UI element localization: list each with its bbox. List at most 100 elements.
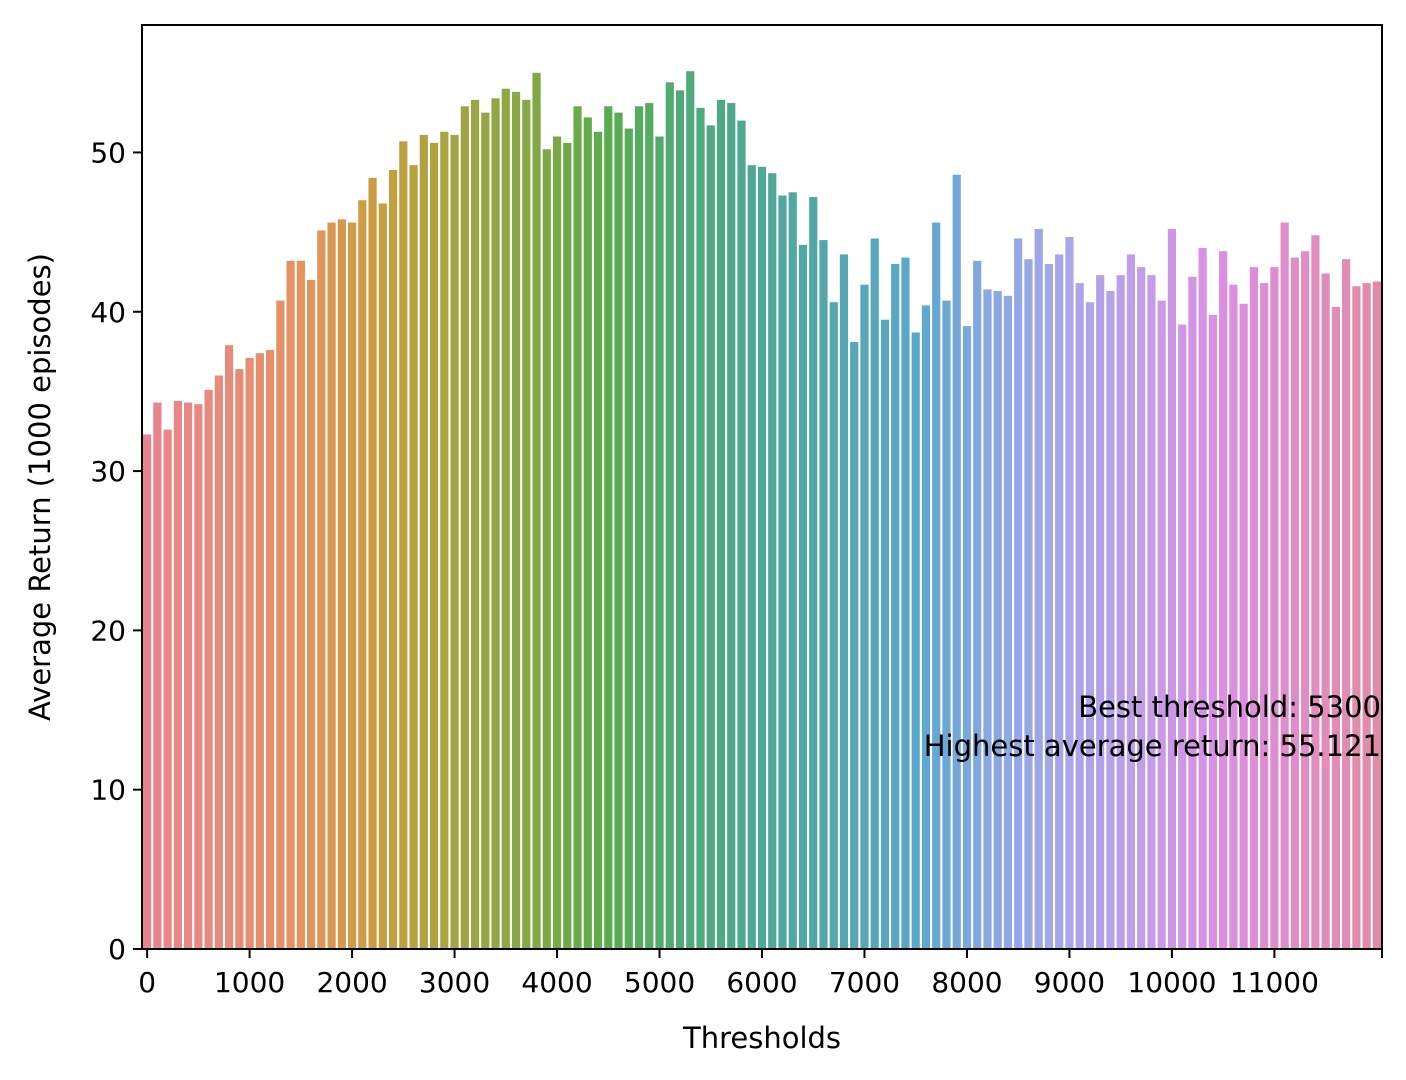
bar-5600 <box>716 99 726 949</box>
bar-9700 <box>1137 267 1146 949</box>
bar-7300 <box>891 263 900 950</box>
bar-1400 <box>286 260 295 949</box>
bar-10300 <box>1198 248 1207 949</box>
bar-5200 <box>675 90 685 949</box>
y-tick-label: 40 <box>90 296 126 329</box>
y-axis: 0 10 20 30 40 50 <box>90 136 142 966</box>
x-tick-label: 1000 <box>214 966 285 999</box>
bar-12000 <box>1372 281 1381 949</box>
bar-10800 <box>1249 267 1258 949</box>
bar-8700 <box>1034 228 1043 950</box>
x-tick-label: 0 <box>138 966 156 999</box>
bar-10000 <box>1167 228 1177 950</box>
bar-10900 <box>1260 283 1269 950</box>
bar-4600 <box>614 112 623 950</box>
y-tick-label: 20 <box>90 614 126 647</box>
bar-5700 <box>727 103 736 949</box>
bar-3700 <box>522 99 531 949</box>
bar-8400 <box>1003 295 1013 950</box>
bar-1200 <box>266 349 275 949</box>
bar-900 <box>235 369 244 949</box>
bar-2500 <box>399 141 408 950</box>
bar-11100 <box>1280 222 1289 950</box>
bar-3000 <box>450 134 459 950</box>
annotation-highest-return: Highest average return: 55.121 <box>924 729 1381 763</box>
bar-5000 <box>655 136 664 949</box>
bar-6900 <box>850 342 859 949</box>
y-axis-label: Average Return (1000 episodes) <box>23 253 57 721</box>
bar-10200 <box>1188 276 1197 950</box>
bar-2200 <box>368 177 377 949</box>
bar-3100 <box>460 106 469 949</box>
x-tick-label: 5000 <box>624 966 695 999</box>
bar-300 <box>173 400 182 950</box>
bar-6700 <box>829 302 838 949</box>
bar-400 <box>184 402 193 949</box>
bar-4900 <box>645 103 654 949</box>
bar-11700 <box>1342 259 1351 949</box>
x-tick-label: 11000 <box>1230 966 1319 999</box>
bar-4800 <box>634 106 644 949</box>
bar-1300 <box>276 300 285 949</box>
bar-4200 <box>573 106 582 949</box>
bar-200 <box>163 429 172 949</box>
bar-7600 <box>921 305 931 949</box>
bar-8800 <box>1044 263 1054 950</box>
bar-9200 <box>1085 302 1095 949</box>
bar-6300 <box>788 192 797 949</box>
bar-8000 <box>962 326 972 950</box>
bar-8100 <box>973 260 982 949</box>
bar-9300 <box>1096 275 1105 949</box>
y-tick-label: 10 <box>90 774 126 807</box>
bar-11200 <box>1290 257 1299 950</box>
bar-8200 <box>983 289 992 950</box>
bar-500 <box>194 404 203 949</box>
bar-6100 <box>768 173 777 949</box>
bar-3200 <box>470 99 480 949</box>
bar-0 <box>143 434 152 949</box>
bar-5500 <box>706 125 715 950</box>
bar-7900 <box>952 174 961 949</box>
bar-3600 <box>511 91 521 949</box>
bar-2000 <box>347 222 357 950</box>
bar-9500 <box>1116 275 1125 949</box>
bar-1700 <box>317 230 326 949</box>
bar-7400 <box>901 257 910 950</box>
x-tick-label: 9000 <box>1034 966 1105 999</box>
bar-4500 <box>604 106 613 949</box>
bar-10400 <box>1208 314 1218 949</box>
y-tick-label: 0 <box>108 933 126 966</box>
bar-2900 <box>440 131 449 950</box>
bar-8500 <box>1014 238 1023 950</box>
bar-4300 <box>583 117 592 949</box>
bar-11000 <box>1270 267 1279 949</box>
bar-5100 <box>665 82 674 950</box>
bar-11800 <box>1352 286 1361 949</box>
bar-9000 <box>1065 236 1074 949</box>
bar-2700 <box>419 134 428 950</box>
bar-7000 <box>860 284 869 949</box>
bar-100 <box>153 402 162 949</box>
bar-series <box>143 71 1381 950</box>
y-tick-label: 50 <box>90 136 126 169</box>
bar-6200 <box>778 195 787 949</box>
bar-7500 <box>911 332 920 950</box>
bar-9100 <box>1075 283 1084 950</box>
bar-1000 <box>245 357 254 950</box>
bar-800 <box>225 345 234 950</box>
y-tick-label: 30 <box>90 455 126 488</box>
bar-700 <box>214 375 223 950</box>
bar-11500 <box>1321 273 1330 949</box>
bar-7700 <box>932 222 941 950</box>
x-axis: 0 1000 2000 3000 4000 5000 6000 7000 8000 9000 100… <box>138 949 1383 999</box>
bar-6800 <box>839 254 849 949</box>
bar-7100 <box>870 238 879 950</box>
x-tick-label: 4000 <box>521 966 592 999</box>
bar-1500 <box>296 260 305 949</box>
bar-8600 <box>1024 259 1033 949</box>
bar-1600 <box>306 279 316 949</box>
bar-2600 <box>409 165 418 949</box>
bar-2300 <box>378 203 387 949</box>
x-axis-label: Thresholds <box>682 1021 841 1055</box>
